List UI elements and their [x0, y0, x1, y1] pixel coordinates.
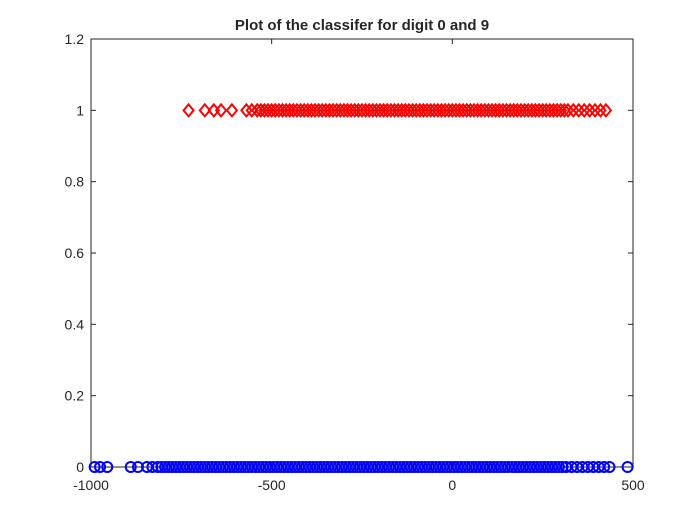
y-tick-label: 0.8 [65, 174, 85, 190]
y-tick-label: 1.2 [65, 31, 85, 47]
data-point-circle [621, 461, 634, 473]
x-tick-labels: -1000 -500 0 500 [73, 477, 645, 493]
data-point-diamond [599, 102, 613, 118]
x-tick-label: 0 [448, 477, 456, 493]
y-tick-label: 0.2 [65, 388, 85, 404]
y-tick-label: 0.6 [65, 245, 85, 261]
y-tick-label: 0.4 [65, 316, 85, 332]
chart-title: Plot of the classifer for digit 0 and 9 [235, 17, 489, 34]
data-point-diamond [558, 102, 571, 118]
data-point-diamond [214, 102, 228, 118]
series-layer [88, 102, 634, 473]
data-point-circle [603, 461, 616, 473]
x-tick-label: -1000 [73, 477, 109, 493]
data-point-diamond [182, 102, 195, 118]
x-tick-label: -500 [258, 477, 286, 493]
data-point-circle [94, 461, 107, 473]
data-point-diamond [198, 102, 212, 118]
series-diamond-markers [182, 102, 613, 118]
series-circle-markers [88, 461, 634, 473]
data-point-circle [88, 461, 101, 473]
y-tick-label: 0 [76, 459, 84, 475]
data-point-diamond [225, 102, 239, 118]
plot-area: -1000 -500 0 500 0 0.2 0.4 0.6 0.8 1 1.2 [65, 31, 645, 493]
y-tick-label: 1 [76, 102, 84, 118]
data-point-circle [124, 461, 137, 473]
data-point-circle [101, 461, 114, 473]
data-point-circle [598, 461, 611, 473]
x-tick-label: 500 [621, 477, 645, 493]
data-point-circle [552, 461, 565, 473]
y-tick-labels: 0 0.2 0.4 0.6 0.8 1 1.2 [65, 31, 85, 475]
